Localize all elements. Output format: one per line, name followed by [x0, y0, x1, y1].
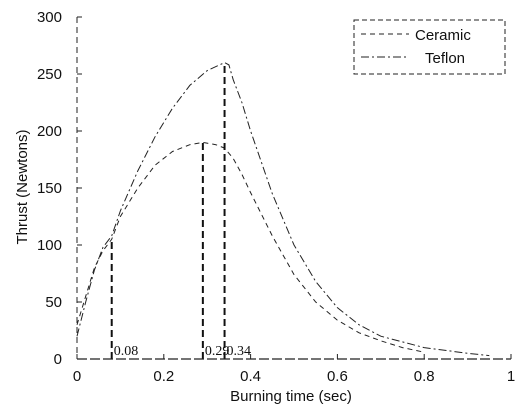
y-tick-label: 0	[54, 351, 62, 368]
y-tick-label: 200	[37, 123, 62, 140]
x-tick-label: 0.2	[153, 368, 174, 385]
x-tick-label: 0.6	[327, 368, 348, 385]
series-line-teflon	[76, 62, 490, 357]
series-line-ceramic	[76, 141, 425, 353]
x-tick-label: 0.4	[240, 368, 261, 385]
legend-label-teflon: Teflon	[425, 50, 465, 67]
legend-label-ceramic: Ceramic	[415, 27, 471, 44]
y-tick-label: 300	[37, 9, 62, 26]
y-tick-label: 100	[37, 237, 62, 254]
series-layer	[76, 62, 490, 357]
tick-labels: 0 0.2 0.4 0.6 0.8 1 0 50 100 150 200 250 300	[37, 9, 515, 385]
marker-label: 0.08	[114, 344, 139, 359]
marker-layer: 0.08 0.290.34	[110, 62, 252, 359]
x-tick-label: 0.8	[414, 368, 435, 385]
x-tick-label: 1	[507, 368, 515, 385]
y-tick-label: 250	[37, 66, 62, 83]
x-axis-title: Burning time (sec)	[230, 388, 352, 405]
legend: Ceramic Teflon	[353, 19, 506, 75]
marker-label: 0.34	[227, 344, 252, 359]
x-tick-label: 0	[73, 368, 81, 385]
marker-label: 0.29	[205, 344, 230, 359]
legend-box	[353, 19, 506, 75]
y-axis-title: Thrust (Newtons)	[14, 129, 31, 244]
y-tick-label: 50	[45, 294, 62, 311]
y-tick-label: 150	[37, 180, 62, 197]
axes	[76, 16, 512, 360]
